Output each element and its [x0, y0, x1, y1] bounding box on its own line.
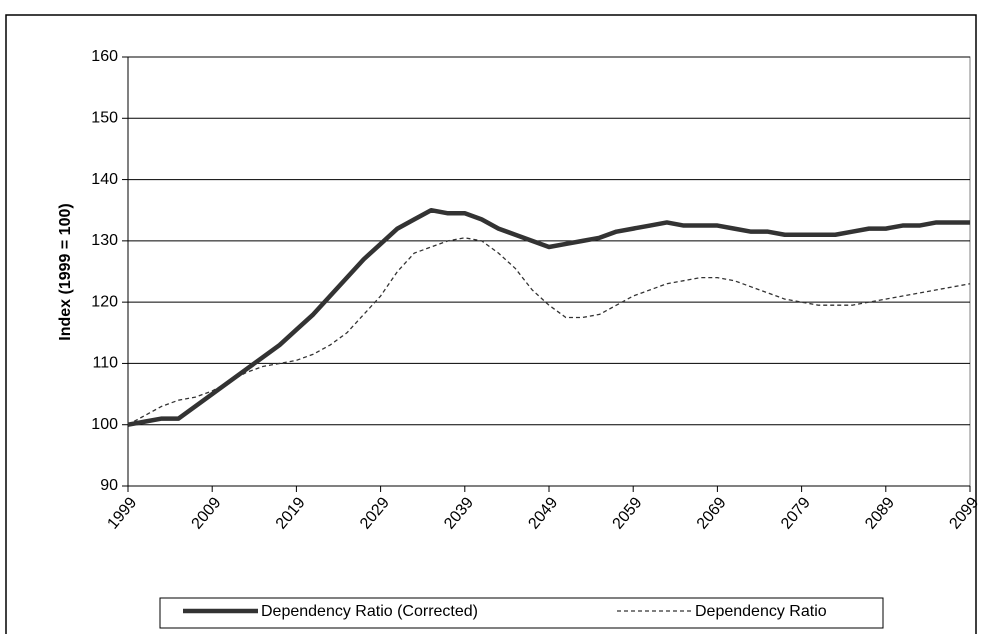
y-tick-label: 150 [91, 110, 118, 127]
legend-label: Dependency Ratio [695, 603, 827, 620]
y-axis-label: Index (1999 = 100) [57, 203, 74, 340]
y-tick-label: 90 [100, 477, 118, 494]
legend-label: Dependency Ratio (Corrected) [261, 603, 478, 620]
y-tick-label: 100 [91, 416, 118, 433]
y-tick-label: 110 [92, 355, 118, 372]
y-tick-label: 130 [91, 232, 118, 249]
line-series [127, 207, 970, 427]
y-tick-label: 160 [91, 48, 118, 65]
plot-area [127, 56, 971, 487]
y-tick-label: 120 [91, 293, 118, 310]
legend [159, 597, 884, 629]
y-tick-label: 140 [91, 171, 118, 188]
